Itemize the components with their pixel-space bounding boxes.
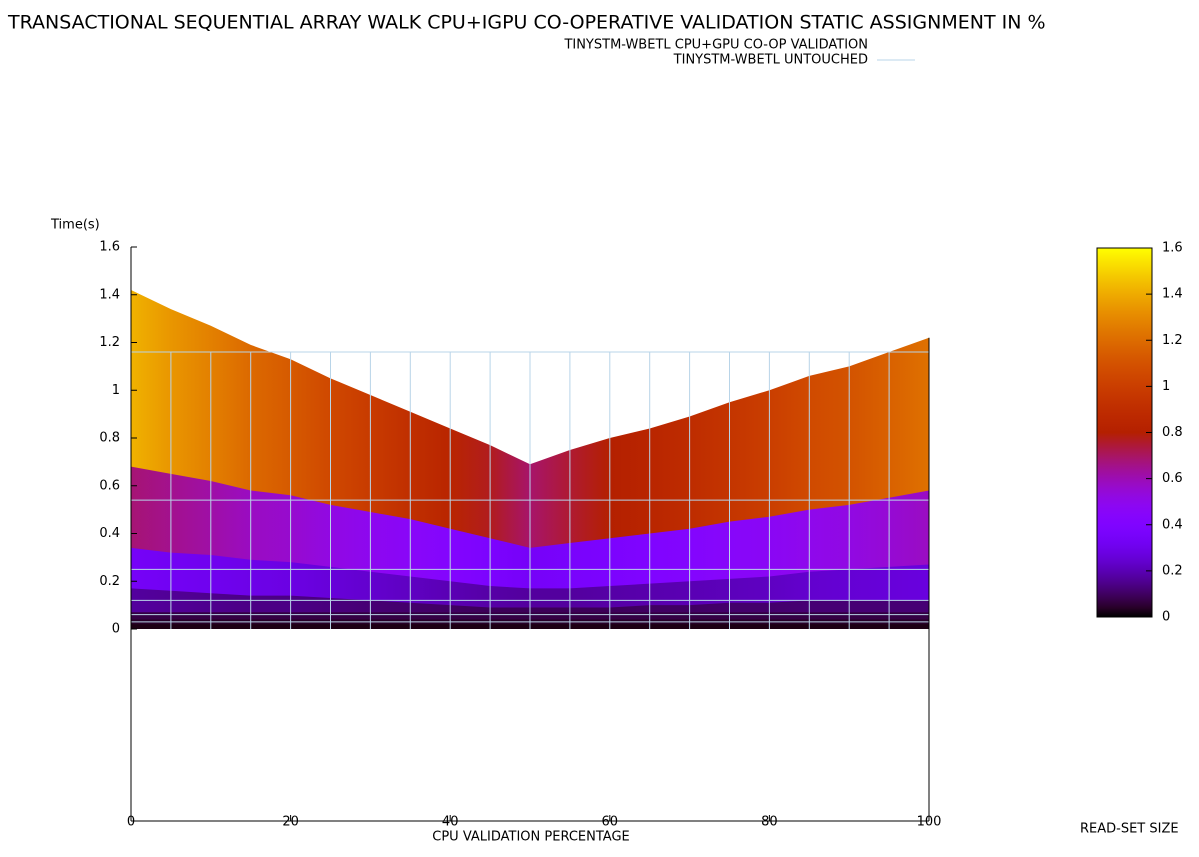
x-tick-label: 0 [127,815,135,830]
x-tick-label: 100 [917,815,942,830]
colorbar [1096,247,1153,618]
colorbar-tick-label: 1.6 [1162,241,1183,256]
y-tick-label: 1.4 [99,287,120,302]
colorbar-tick-label: 0 [1162,610,1170,625]
y-tick-label: 0.4 [99,526,120,541]
y-tick-label: 0.6 [99,478,120,493]
x-tick-label: 40 [442,815,459,830]
y-tick-label: 1.2 [99,335,120,350]
y-tick-label: 0.2 [99,574,120,589]
y-tick-label: 0 [112,622,120,637]
colorbar-tick-label: 0.2 [1162,563,1183,578]
y-tick-label: 0.8 [99,431,120,446]
colorbar-tick-label: 0.4 [1162,517,1183,532]
colorbar-tick-label: 0.6 [1162,471,1183,486]
legend-label: TINYSTM-WBETL CPU+GPU CO-OP VALIDATION [563,38,868,53]
colorbar-tick-label: 0.8 [1162,425,1183,440]
chart-title: TRANSACTIONAL SEQUENTIAL ARRAY WALK CPU+… [7,12,1046,34]
colorbar-tick-label: 1.4 [1162,287,1183,302]
x-tick-label: 60 [602,815,619,830]
colorbar-tick-label: 1.2 [1162,333,1183,348]
colorbar-tick-label: 1 [1162,379,1170,394]
x-tick-label: 80 [761,815,778,830]
y-tick-label: 1 [112,383,120,398]
z-axis-label: READ-SET SIZE [1080,822,1179,837]
x-tick-label: 20 [282,815,299,830]
legend-label: TINYSTM-WBETL UNTOUCHED [673,53,868,68]
y-tick-label: 1.6 [99,240,120,255]
x-axis-label: CPU VALIDATION PERCENTAGE [432,830,629,845]
y-axis-label: Time(s) [50,218,100,233]
